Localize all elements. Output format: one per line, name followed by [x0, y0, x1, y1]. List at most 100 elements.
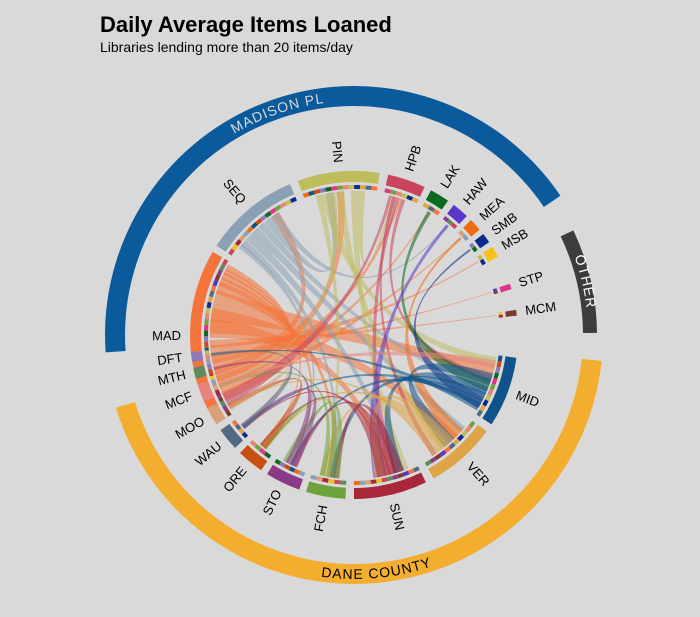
- node-stripe-seq: [259, 214, 267, 222]
- node-label-ore: ORE: [220, 463, 250, 495]
- node-stripe-moo: [222, 405, 229, 412]
- node-stripe-seq: [235, 238, 242, 247]
- node-stripe-stp: [492, 288, 498, 292]
- node-stripe-haw: [442, 215, 450, 223]
- node-stripe-mad: [204, 336, 209, 343]
- node-stripe-sun: [365, 480, 371, 485]
- node-stripe-moo: [225, 409, 232, 417]
- node-stripe-ver: [461, 429, 468, 437]
- node-stripe-seq: [242, 230, 250, 238]
- chord-fch-ore: [262, 397, 337, 478]
- node-stripe-msb: [477, 254, 484, 261]
- node-stripe-sun: [359, 480, 366, 485]
- node-label-seq: SEQ: [220, 176, 249, 207]
- node-stripe-seq: [246, 226, 254, 233]
- node-arc-wau: [220, 423, 244, 448]
- node-arc-mid: [482, 356, 517, 425]
- node-stripe-mad: [209, 290, 215, 298]
- node-stripe-seq: [228, 248, 235, 256]
- node-stripe-mad: [219, 263, 226, 271]
- node-label-mad: MAD: [152, 328, 181, 343]
- node-stripe-mth: [207, 364, 213, 371]
- node-stripe-pin: [354, 185, 361, 190]
- node-stripe-sun: [354, 480, 360, 485]
- node-arc-mth: [193, 365, 207, 379]
- node-stripe-hpb: [406, 194, 414, 201]
- node-label-sto: STO: [260, 487, 285, 517]
- node-stripe-sun: [376, 478, 383, 484]
- group-arc-other: [560, 230, 597, 334]
- node-label-fch: FCH: [311, 504, 330, 533]
- chord-mea-ver: [405, 236, 464, 439]
- node-arc-mea: [463, 220, 480, 237]
- node-stripe-mad: [221, 258, 229, 266]
- node-stripe-mcf: [210, 378, 217, 386]
- node-stripe-ver: [444, 446, 452, 454]
- node-label-ver: VER: [464, 459, 493, 489]
- node-stripe-mth: [208, 369, 214, 376]
- node-arc-haw: [447, 204, 467, 225]
- node-stripe-mad: [204, 324, 209, 331]
- node-stripe-mid: [476, 409, 483, 417]
- chord-pin-sun: [350, 190, 409, 472]
- node-arc-dft: [190, 350, 204, 363]
- node-label-mid: MID: [514, 388, 542, 410]
- node-label-mcm: MCM: [524, 299, 557, 318]
- chord-hpb-mad: [222, 195, 393, 406]
- node-stripe-mad: [216, 269, 223, 276]
- node-stripe-ver: [424, 459, 432, 467]
- group-label-dane-county: DANE COUNTY: [321, 554, 434, 582]
- node-stripe-seq: [238, 234, 246, 242]
- chord-seq-fch: [240, 239, 338, 478]
- node-stripe-pin: [365, 185, 372, 191]
- node-stripe-ver: [452, 438, 460, 446]
- node-stripe-sto: [279, 461, 286, 468]
- chord-sto-mth: [213, 360, 311, 466]
- node-stripe-dft: [205, 354, 211, 360]
- node-stripe-hpb: [400, 192, 408, 199]
- group-arc-dane-county: [115, 358, 602, 584]
- chord-wau-dft: [210, 350, 293, 430]
- node-stripe-mad: [207, 296, 213, 303]
- node-stripe-hpb: [395, 191, 403, 197]
- node-stripe-ore: [254, 444, 262, 452]
- node-stripe-mid: [485, 394, 492, 402]
- node-label-pin: PIN: [329, 140, 346, 163]
- node-stripe-mea: [458, 229, 466, 237]
- node-arc-seq: [216, 184, 295, 252]
- node-label-mth: MTH: [156, 367, 187, 388]
- node-stripe-mad: [212, 279, 219, 287]
- chord-mcf-mid: [218, 351, 496, 386]
- node-stripe-stp: [493, 290, 499, 295]
- node-stripe-lak: [422, 202, 430, 209]
- node-stripe-mid: [482, 399, 489, 407]
- chart-subtitle: Libraries lending more than 20 items/day: [100, 39, 353, 55]
- node-stripe-wau: [238, 427, 245, 435]
- node-stripe-lak: [432, 208, 441, 216]
- node-stripe-seq: [264, 211, 272, 218]
- node-stripe-sun: [392, 474, 399, 480]
- node-stripe-smb: [469, 242, 475, 249]
- node-arc-ver: [428, 424, 487, 479]
- node-stripe-sun: [370, 479, 377, 485]
- chart-title: Daily Average Items Loaned: [100, 12, 392, 37]
- node-stripe-pin: [336, 185, 343, 190]
- node-stripe-mad: [214, 274, 221, 282]
- node-stripe-sun: [381, 477, 388, 483]
- node-stripe-mad: [205, 307, 211, 314]
- node-stripe-haw: [446, 219, 454, 226]
- node-label-hpb: HPB: [402, 143, 425, 173]
- node-arc-mad: [190, 251, 224, 421]
- node-stripe-pin: [325, 186, 332, 192]
- node-stripe-hpb: [389, 189, 397, 196]
- node-stripe-sun: [407, 468, 415, 475]
- node-arc-pin: [297, 171, 380, 192]
- node-stripe-msb: [479, 258, 486, 266]
- node-stripe-mid: [491, 377, 498, 385]
- node-label-sun: SUN: [387, 502, 408, 532]
- node-stripe-ver: [439, 449, 447, 457]
- node-label-moo: MOO: [173, 413, 207, 441]
- node-arc-ore: [240, 445, 268, 471]
- chord-hpb-sun: [372, 196, 400, 476]
